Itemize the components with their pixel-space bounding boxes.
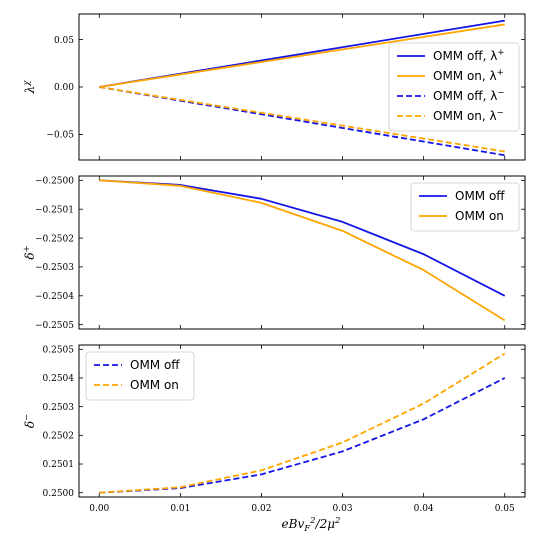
axes-frame [78, 175, 526, 330]
y-tick-label: −0.2504 [35, 292, 74, 302]
x-tick-label: 0.04 [414, 504, 434, 514]
y-tick-label: 0.2503 [43, 403, 75, 413]
x-tick-label: 0.01 [170, 504, 190, 514]
y-axis-label: λχ [22, 80, 37, 95]
legend-label: OMM off [455, 189, 505, 203]
series-line [99, 23, 505, 88]
series-line [99, 352, 506, 494]
legend: OMM off OMM on [85, 351, 195, 401]
legend-label: OMM on, λ− [433, 108, 504, 123]
y-tick-label: 0.2500 [43, 489, 75, 499]
panel-2: −0.2500 −0.2501 −0.2502 −0.2503 −0.2504 −0.25… [22, 175, 526, 331]
y-axis-label: δ+ [22, 245, 37, 259]
legend-label: OMM off [130, 358, 180, 372]
x-tick-label: 0.02 [251, 504, 271, 514]
series-line [99, 179, 506, 322]
y-tick-label: 0.2504 [43, 374, 75, 384]
x-axis-label: eBvF2/2μ2 [282, 516, 341, 534]
panel-3: 0.2500 0.2501 0.2502 0.2503 0.2504 0.2505 δ− OM… [22, 344, 526, 499]
y-tick-label: −0.2502 [35, 234, 74, 244]
legend-label: OMM on [130, 378, 179, 392]
legend: OMM off, λ+ OMM on, λ+ OMM off, λ− OMM on, … [388, 42, 520, 132]
series-line [99, 86, 505, 153]
y-axis-label: δ− [22, 414, 37, 428]
x-tick-label: 0.05 [495, 504, 515, 514]
y-tick-label: −0.2501 [35, 205, 74, 215]
legend-box [85, 351, 195, 401]
legend-box [410, 182, 520, 232]
y-tick-label: −0.2503 [35, 263, 74, 273]
y-tick-label: 0.2501 [43, 460, 75, 470]
axes-frame [78, 344, 526, 498]
legend-label: OMM off, λ− [433, 88, 504, 103]
legend-label: OMM on [455, 209, 504, 223]
legend-box [388, 42, 520, 132]
y-tick-label: −0.2500 [35, 177, 74, 187]
y-tick-label: −0.05 [46, 131, 74, 141]
y-tick-label: 0.05 [54, 36, 74, 46]
y-tick-label: 0.2502 [43, 432, 75, 442]
x-tick-label: 0.03 [333, 504, 353, 514]
y-tick-label: 0.00 [54, 83, 74, 93]
legend-label: OMM off, λ+ [433, 48, 504, 63]
y-tick-label: 0.2505 [43, 346, 75, 356]
y-tick-label: −0.2505 [35, 321, 74, 331]
x-tick-label: 0.00 [89, 504, 109, 514]
legend: OMM off OMM on [410, 182, 520, 232]
legend-label: OMM on, λ+ [433, 68, 504, 83]
